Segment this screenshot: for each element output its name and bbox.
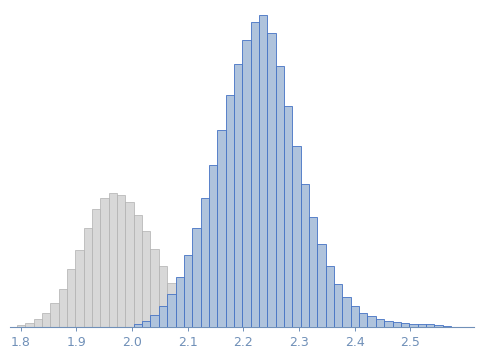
Bar [334,284,343,327]
Bar [159,266,167,327]
Bar [184,306,192,327]
Bar [276,66,284,327]
Bar [167,294,176,327]
Bar [17,325,25,327]
Bar [84,228,92,327]
Bar [351,306,359,327]
Bar [326,266,334,327]
Bar [167,283,176,327]
Bar [209,165,217,327]
Bar [192,228,200,327]
Bar [176,296,184,327]
Bar [192,314,200,327]
Bar [393,322,401,327]
Bar [176,277,184,327]
Bar [134,325,142,327]
Bar [125,202,134,327]
Bar [159,306,167,327]
Bar [50,303,59,327]
Bar [100,198,109,327]
Bar [226,95,234,327]
Bar [76,250,84,327]
Bar [184,255,192,327]
Bar [33,319,42,327]
Bar [25,323,33,327]
Bar [92,209,100,327]
Bar [384,321,393,327]
Bar [409,324,418,327]
Bar [401,323,409,327]
Bar [59,289,67,327]
Bar [226,326,234,327]
Bar [343,297,351,327]
Bar [234,64,242,327]
Bar [151,249,159,327]
Bar [318,244,326,327]
Bar [434,325,442,327]
Bar [284,106,292,327]
Bar [359,313,367,327]
Bar [109,193,117,327]
Bar [117,195,125,327]
Bar [367,317,376,327]
Bar [259,15,267,327]
Bar [142,321,151,327]
Bar [67,269,76,327]
Bar [151,315,159,327]
Bar [242,40,251,327]
Bar [217,130,226,327]
Bar [292,146,301,327]
Bar [209,323,217,327]
Bar [301,184,309,327]
Bar [134,215,142,327]
Bar [251,22,259,327]
Bar [217,325,226,327]
Bar [442,326,451,327]
Bar [426,325,434,327]
Bar [142,231,151,327]
Bar [42,314,50,327]
Bar [376,319,384,327]
Bar [418,325,426,327]
Bar [200,319,209,327]
Bar [267,33,276,327]
Bar [309,217,318,327]
Bar [200,198,209,327]
